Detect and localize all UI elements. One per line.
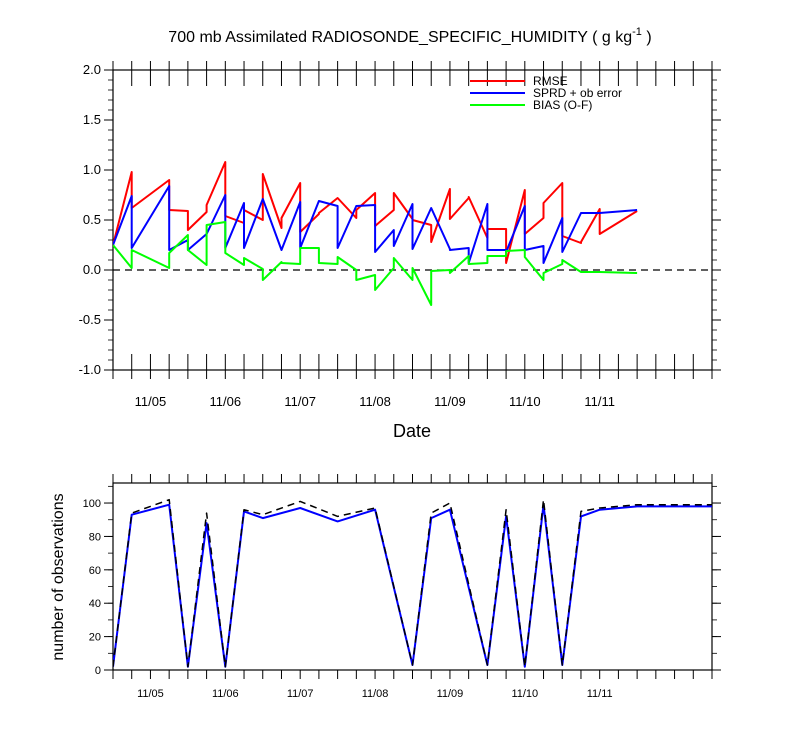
top-x-tick-label: 11/05 bbox=[135, 394, 167, 409]
bottom-x-tick-label: 11/11 bbox=[587, 688, 613, 700]
top-y-tick-label: -1.0 bbox=[79, 362, 101, 377]
bottom-y-tick-label: 60 bbox=[89, 565, 101, 577]
top-y-tick-label: 0.0 bbox=[83, 262, 101, 277]
bottom-x-tick-label: 11/07 bbox=[287, 688, 314, 700]
bottom-frame bbox=[112, 482, 713, 671]
bottom-x-tick-label: 11/09 bbox=[437, 688, 464, 700]
top-y-tick-label: 2.0 bbox=[83, 62, 101, 77]
bottom-plot-area: 0 20 40 60 80 100 11/05 11/06 11/07 11/08 11/09 11/… bbox=[83, 474, 721, 700]
top-y-tick-label: 1.5 bbox=[83, 112, 101, 127]
top-x-tick-label: 11/07 bbox=[284, 394, 316, 409]
chart-title: 700 mb Assimilated RADIOSONDE_SPECIFIC_H… bbox=[168, 26, 651, 46]
chart-title-exponent: -1 bbox=[632, 26, 642, 38]
bottom-y-tick-label: 80 bbox=[89, 531, 101, 543]
top-y-tick-label: 1.0 bbox=[83, 162, 101, 177]
bottom-y-tick-label: 100 bbox=[83, 498, 101, 510]
bottom-x-tick-label: 11/06 bbox=[212, 688, 239, 700]
top-series-line-1 bbox=[113, 185, 638, 264]
bottom-x-tick-label: 11/08 bbox=[362, 688, 389, 700]
legend-label-2: BIAS (O-F) bbox=[533, 98, 592, 112]
bottom-y-tick-label: 40 bbox=[89, 598, 101, 610]
bottom-series-line-1 bbox=[113, 498, 712, 668]
legend-label-1: SPRD + ob error bbox=[533, 86, 622, 100]
chart-title-main: 700 mb Assimilated RADIOSONDE_SPECIFIC_H… bbox=[168, 29, 632, 46]
top-x-tick-label: 11/09 bbox=[434, 394, 466, 409]
bottom-y-axis-label: number of observations bbox=[50, 493, 67, 660]
bottom-y-tick-label: 0 bbox=[95, 665, 101, 677]
bottom-x-tick-label: 11/05 bbox=[137, 688, 164, 700]
bottom-x-tick-label: 11/10 bbox=[511, 688, 538, 700]
top-x-tick-label: 11/08 bbox=[359, 394, 391, 409]
top-plot-area: 2.0 1.5 1.0 0.5 0.0 -0.5 -1.0 11/05 11/06 11/07 11… bbox=[79, 61, 721, 409]
legend-label-0: RMSE bbox=[533, 74, 568, 88]
top-x-axis-label: Date bbox=[393, 421, 431, 441]
top-x-tick-label: 11/11 bbox=[584, 394, 615, 409]
top-series-line-2 bbox=[113, 221, 638, 306]
bottom-series-line-0 bbox=[113, 503, 712, 668]
chart-title-close: ) bbox=[642, 29, 652, 46]
top-y-tick-label: -0.5 bbox=[79, 312, 101, 327]
top-x-tick-label: 11/06 bbox=[210, 394, 242, 409]
bottom-y-tick-label: 20 bbox=[89, 632, 101, 644]
top-x-tick-label: 11/10 bbox=[509, 394, 541, 409]
top-y-tick-label: 0.5 bbox=[83, 212, 101, 227]
